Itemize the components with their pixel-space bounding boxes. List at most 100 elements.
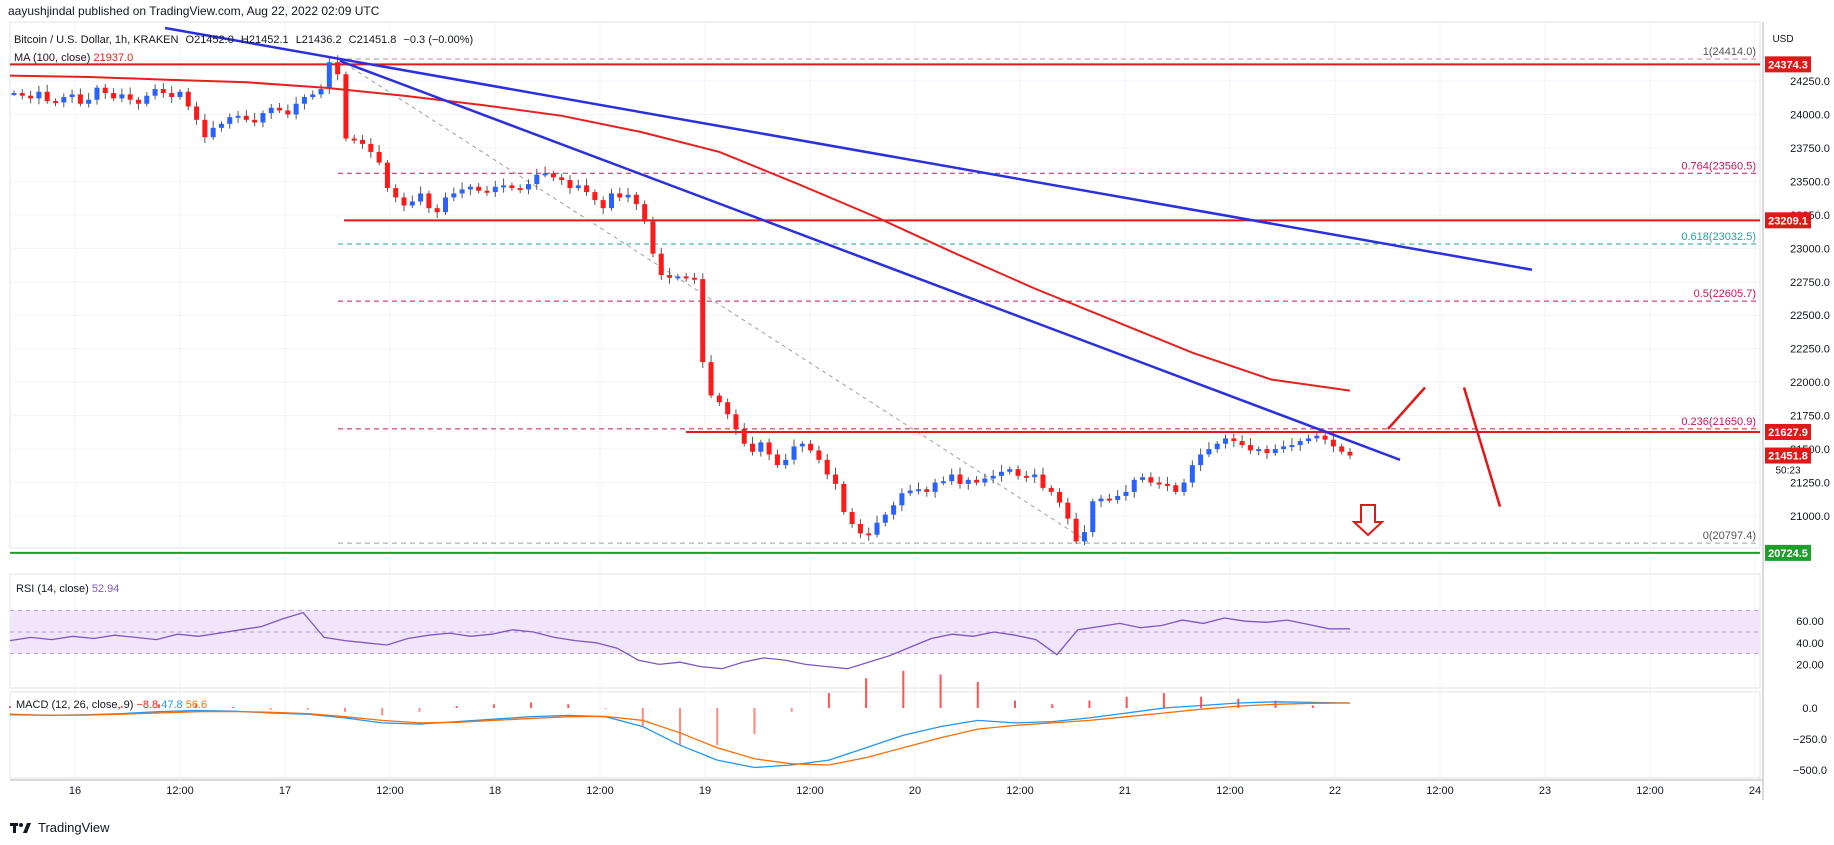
candle-body[interactable] xyxy=(326,62,332,90)
candle-body[interactable] xyxy=(1231,438,1237,442)
candle-body[interactable] xyxy=(633,194,639,205)
candle-body[interactable] xyxy=(733,414,739,429)
candle-body[interactable] xyxy=(857,524,863,534)
candle-body[interactable] xyxy=(434,208,440,213)
candle-body[interactable] xyxy=(368,143,374,152)
candle-body[interactable] xyxy=(600,200,606,209)
candle-body[interactable] xyxy=(833,474,839,484)
candle-body[interactable] xyxy=(260,113,266,123)
candle-body[interactable] xyxy=(841,483,847,512)
candle-body[interactable] xyxy=(1040,474,1046,488)
candle-body[interactable] xyxy=(210,127,216,138)
candle-body[interactable] xyxy=(1098,498,1104,502)
candle-body[interactable] xyxy=(774,454,780,466)
candle-body[interactable] xyxy=(1007,469,1013,472)
candle-body[interactable] xyxy=(1223,438,1229,444)
candle-body[interactable] xyxy=(169,93,175,98)
candle-body[interactable] xyxy=(750,443,756,452)
candle-body[interactable] xyxy=(915,489,921,492)
candle-body[interactable] xyxy=(335,62,341,75)
candle-body[interactable] xyxy=(592,192,598,201)
candle-body[interactable] xyxy=(61,97,67,103)
candle-body[interactable] xyxy=(144,95,150,104)
candle-body[interactable] xyxy=(360,139,366,144)
candle-body[interactable] xyxy=(69,94,75,98)
signal-line[interactable] xyxy=(9,702,1351,766)
candle-body[interactable] xyxy=(816,450,822,460)
candle-body[interactable] xyxy=(1314,435,1320,439)
candle-body[interactable] xyxy=(86,99,92,104)
candle-body[interactable] xyxy=(77,94,83,104)
candle-body[interactable] xyxy=(741,429,747,444)
candle-body[interactable] xyxy=(575,185,581,189)
candle-body[interactable] xyxy=(1090,501,1096,533)
candle-body[interactable] xyxy=(310,94,316,98)
candle-body[interactable] xyxy=(293,103,299,115)
candle-body[interactable] xyxy=(949,474,955,482)
candle-body[interactable] xyxy=(1181,482,1187,492)
candle-body[interactable] xyxy=(443,197,449,213)
candle-body[interactable] xyxy=(1189,465,1195,483)
candle-body[interactable] xyxy=(990,475,996,479)
candle-body[interactable] xyxy=(119,94,125,99)
candle-body[interactable] xyxy=(1322,435,1328,440)
candle-body[interactable] xyxy=(44,91,50,102)
candle-body[interactable] xyxy=(824,459,830,475)
symbol-label[interactable]: Bitcoin / U.S. Dollar, 1h, KRAKEN xyxy=(14,34,179,46)
upper-trend-line[interactable] xyxy=(164,26,1533,271)
candle-body[interactable] xyxy=(135,99,141,104)
candle-body[interactable] xyxy=(1081,532,1087,542)
candle-body[interactable] xyxy=(708,362,714,396)
candle-body[interactable] xyxy=(252,119,258,123)
candle-body[interactable] xyxy=(874,522,880,535)
candle-body[interactable] xyxy=(1123,491,1129,496)
candle-body[interactable] xyxy=(1297,441,1303,446)
candle-body[interactable] xyxy=(766,442,772,455)
candle-body[interactable] xyxy=(94,87,100,100)
candle-body[interactable] xyxy=(509,185,515,189)
candle-body[interactable] xyxy=(1173,485,1179,492)
candle-body[interactable] xyxy=(1289,445,1295,448)
candle-body[interactable] xyxy=(111,93,117,99)
candle-body[interactable] xyxy=(550,173,556,178)
candle-body[interactable] xyxy=(1281,446,1287,450)
candle-body[interactable] xyxy=(418,193,424,202)
candle-body[interactable] xyxy=(1247,445,1253,451)
candle-body[interactable] xyxy=(19,93,25,96)
candle-body[interactable] xyxy=(584,185,590,193)
candle-body[interactable] xyxy=(501,185,507,188)
candle-body[interactable] xyxy=(426,193,432,209)
candle-body[interactable] xyxy=(940,481,946,484)
macd-legend[interactable]: MACD (12, 26, close, 9) −8.8 47.8 56.6 xyxy=(16,699,207,711)
candle-body[interactable] xyxy=(932,482,938,492)
rsi-line[interactable] xyxy=(9,611,1350,670)
candle-body[interactable] xyxy=(567,180,573,189)
candle-body[interactable] xyxy=(285,110,291,115)
candle-body[interactable] xyxy=(1164,483,1170,486)
candle-body[interactable] xyxy=(202,119,208,138)
candle-body[interactable] xyxy=(227,117,233,124)
candle-body[interactable] xyxy=(899,493,905,506)
candle-body[interactable] xyxy=(243,115,249,120)
candle-body[interactable] xyxy=(882,514,888,523)
candle-body[interactable] xyxy=(160,89,166,94)
candle-body[interactable] xyxy=(683,276,689,279)
candle-body[interactable] xyxy=(998,471,1004,476)
candle-body[interactable] xyxy=(974,479,980,483)
candle-body[interactable] xyxy=(1198,454,1204,466)
macd-pane[interactable] xyxy=(9,691,1761,779)
candle-body[interactable] xyxy=(924,489,930,492)
candle-body[interactable] xyxy=(849,511,855,525)
candle-body[interactable] xyxy=(484,190,490,193)
candle-body[interactable] xyxy=(177,91,183,98)
candle-body[interactable] xyxy=(542,173,548,176)
candle-body[interactable] xyxy=(401,197,407,206)
candle-body[interactable] xyxy=(650,221,656,254)
candle-body[interactable] xyxy=(791,446,797,460)
candle-body[interactable] xyxy=(1347,451,1353,456)
candle-body[interactable] xyxy=(1339,446,1345,452)
candle-body[interactable] xyxy=(343,74,349,139)
candle-body[interactable] xyxy=(1214,443,1220,450)
ma-100-line[interactable] xyxy=(9,74,1351,392)
candle-body[interactable] xyxy=(1115,495,1121,500)
